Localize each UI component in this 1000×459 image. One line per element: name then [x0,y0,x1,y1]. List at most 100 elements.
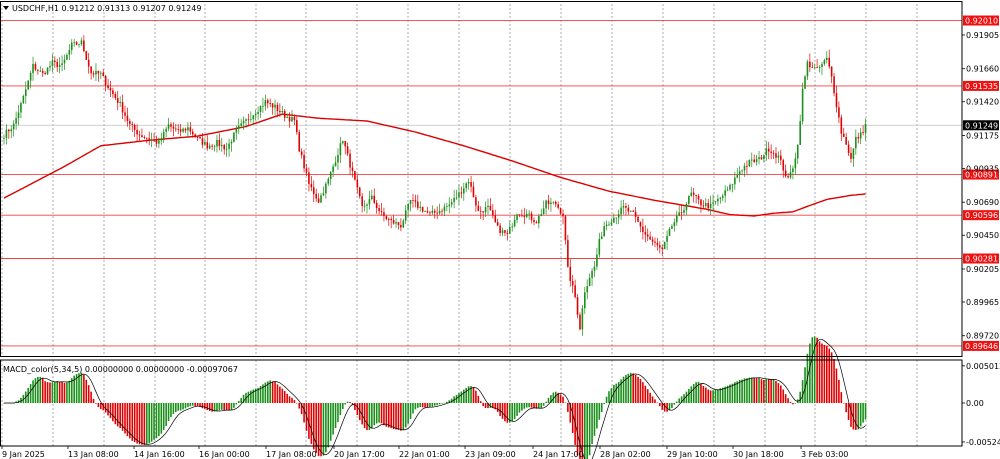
macd-bar [320,403,322,457]
macd-bar [225,403,228,411]
candle-body [366,204,368,206]
macd-bar [58,381,61,403]
time-tick-label: 16 Jan 00:00 [199,450,250,459]
candle-body [472,186,475,198]
time-tick-label: 22 Jan 01:00 [399,450,450,459]
candle-body [501,230,504,234]
time-tick-label: 3 Feb 03:00 [801,450,848,459]
candle-body [666,235,668,242]
macd-bar [794,403,797,404]
candle-body [17,112,20,119]
candle-body [165,128,167,132]
macd-bar [426,403,429,408]
macd-bar [542,403,545,406]
candle-body [148,138,150,140]
current-price-label: 0.91249 [965,121,998,130]
macd-bar [73,375,75,403]
candle-body [859,132,862,139]
candle-body [559,207,562,214]
candle-body [247,119,250,121]
macd-bar [530,403,533,408]
macd-bar [499,403,501,416]
macd-bar [317,403,320,457]
candle-body [39,70,42,72]
candle-body [271,103,274,108]
candle-body [738,171,741,176]
macd-bar [663,403,666,412]
macd-bar [610,388,613,403]
candle-body [700,199,702,206]
candle-body [862,132,864,134]
macd-bar [373,403,376,426]
macd-bar [419,403,422,408]
macd-bar [356,403,359,415]
candle-body [325,183,327,194]
macd-bar [719,388,722,403]
candle-body [753,159,755,162]
price-tick-label: 0.89720 [966,332,999,341]
candle-body [124,112,126,116]
macd-bar [429,403,431,407]
macd-bar [325,403,327,453]
macd-bar [218,403,221,411]
macd-bar [298,403,301,409]
macd-bar [112,403,114,422]
macd-bar [138,403,141,445]
dropdown-triangle-icon[interactable] [3,6,9,10]
candle-body [189,127,192,132]
macd-bar [404,403,407,428]
macd-bar [460,391,463,403]
macd-bar [191,403,194,406]
candle-body [705,203,707,206]
candle-body [494,215,497,223]
candle-body [675,215,678,223]
candle-body [554,201,557,205]
candle-body [806,61,809,77]
macd-bar [608,391,610,403]
macd-bar [613,385,615,403]
macd-bar [809,343,811,403]
macd-bar [465,387,468,403]
candle-body [29,73,32,81]
candle-body [235,128,238,133]
macd-bar [119,403,121,429]
macd-bar [441,403,443,404]
candle-body [523,215,526,217]
macd-bar [855,403,857,430]
macd-bar [286,393,288,403]
macd-bar [271,381,274,403]
candle-body [293,117,296,121]
candle-body [75,42,78,45]
macd-bar [124,403,126,434]
candle-body [228,143,230,149]
macd-bar [375,403,378,424]
macd-bar [182,403,184,410]
level-price-tag [963,253,999,264]
candle-body [613,217,615,223]
macd-header: MACD_color(5,34,5) 0.00000000 0.00000000… [3,365,238,374]
candle-body [107,85,109,88]
candle-body [291,117,293,122]
macd-bar [685,391,688,403]
macd-bar [281,388,284,403]
macd-bar [361,403,363,425]
macd-bar [129,403,131,439]
candle-body [145,137,148,139]
macd-bar [525,403,528,408]
macd-bar [455,394,458,403]
macd-bar [569,403,572,423]
macd-bar [315,403,317,453]
candle-body [484,207,487,213]
candle-body [334,162,337,167]
candle-body [467,182,470,184]
candle-body [550,202,552,205]
macd-bar [646,389,649,403]
level-price-tag [963,340,999,351]
macd-bar [588,403,591,456]
candle-body [673,222,676,226]
macd-bar [288,396,291,403]
horizontal-levels[interactable]: 0.92010 0.91535 0.90891 0.90596 0.90281 0.896… [0,15,999,351]
candle-body [639,221,642,227]
macd-bar [750,377,753,403]
